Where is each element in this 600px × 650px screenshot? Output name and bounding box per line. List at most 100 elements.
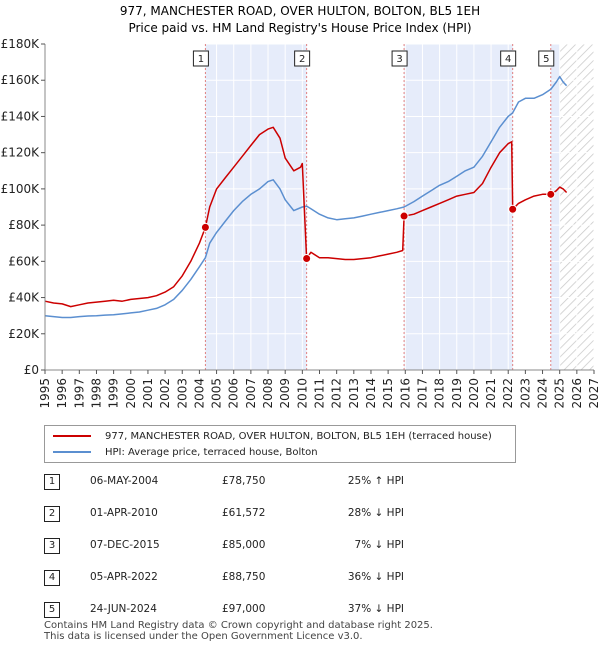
x-tick-label: 2013 [347, 378, 361, 409]
sale-badge: 1 [44, 474, 60, 490]
y-tick-label: £20K [8, 327, 40, 341]
sale-number-label: 1 [198, 54, 204, 65]
x-tick-label: 2010 [295, 378, 309, 409]
sale-date: 24-JUN-2024 [90, 603, 157, 615]
legend: 977, MANCHESTER ROAD, OVER HULTON, BOLTO… [44, 425, 516, 463]
legend-item-hpi: HPI: Average price, terraced house, Bolt… [53, 444, 318, 460]
x-tick-label: 2016 [398, 378, 412, 409]
y-tick-label: £140K [1, 109, 41, 123]
sale-price: £61,572 [222, 507, 266, 519]
x-tick-label: 2001 [141, 378, 155, 409]
ownership-shade [205, 44, 307, 370]
sale-number-badge [538, 50, 555, 67]
sale-hpi: 28% ↓ HPI [347, 507, 404, 519]
sale-row: 2 01-APR-2010 £61,572 28% ↓ HPI [44, 506, 464, 524]
x-tick-label: 2008 [261, 378, 275, 409]
sale-number-badge [294, 50, 311, 67]
x-tick-label: 1997 [72, 378, 86, 409]
sale-date: 05-APR-2022 [90, 571, 158, 583]
chart-subtitle: Price paid vs. HM Land Registry's House … [128, 21, 471, 35]
sale-date: 01-APR-2010 [90, 507, 158, 519]
sale-number-badge [192, 50, 209, 67]
x-tick-label: 2005 [210, 378, 224, 409]
sale-badge: 3 [44, 538, 60, 554]
sale-number-label: 2 [299, 54, 305, 65]
y-tick-label: £40K [8, 291, 40, 305]
sale-date: 06-MAY-2004 [90, 475, 159, 487]
legend-label-property: 977, MANCHESTER ROAD, OVER HULTON, BOLTO… [105, 430, 492, 442]
footer-line-1: Contains HM Land Registry data © Crown c… [44, 620, 433, 631]
y-tick-label: £60K [8, 254, 40, 268]
x-tick-label: 2019 [450, 378, 464, 409]
sale-hpi: 7% ↓ HPI [354, 539, 404, 551]
x-tick-label: 2022 [501, 378, 515, 409]
y-tick-label: £0 [24, 363, 39, 377]
sale-point [508, 204, 518, 214]
sale-badge: 2 [44, 506, 60, 522]
sale-row: 1 06-MAY-2004 £78,750 25% ↑ HPI [44, 474, 464, 492]
chart-title: 977, MANCHESTER ROAD, OVER HULTON, BOLTO… [120, 4, 480, 18]
legend-swatch-hpi [53, 451, 91, 453]
sale-hpi: 37% ↓ HPI [347, 603, 404, 615]
sale-hpi: 36% ↓ HPI [347, 571, 404, 583]
sale-number-label: 4 [505, 54, 511, 65]
x-tick-label: 2002 [158, 378, 172, 409]
x-tick-label: 2006 [227, 378, 241, 409]
ownership-shade [404, 44, 513, 370]
y-tick-label: £120K [1, 146, 41, 160]
x-tick-label: 2020 [467, 378, 481, 409]
x-tick-label: 2027 [587, 378, 600, 409]
sale-date: 07-DEC-2015 [90, 539, 160, 551]
x-tick-label: 2004 [192, 378, 206, 409]
x-tick-label: 2000 [124, 378, 138, 409]
sale-badge: 4 [44, 570, 60, 586]
sale-number-badge [391, 50, 408, 67]
price-chart: 977, MANCHESTER ROAD, OVER HULTON, BOLTO… [1, 4, 600, 409]
x-tick-label: 2024 [536, 378, 550, 409]
x-tick-label: 2012 [330, 378, 344, 409]
sale-row: 4 05-APR-2022 £88,750 36% ↓ HPI [44, 570, 464, 588]
footer-attribution: Contains HM Land Registry data © Crown c… [44, 620, 433, 642]
x-tick-label: 2014 [364, 378, 378, 409]
ownership-shade [550, 44, 560, 370]
x-tick-label: 2021 [484, 378, 498, 409]
legend-label-hpi: HPI: Average price, terraced house, Bolt… [105, 446, 318, 458]
sale-price: £78,750 [222, 475, 266, 487]
y-tick-label: £80K [8, 218, 40, 232]
sale-price: £85,000 [222, 539, 266, 551]
x-tick-label: 2017 [415, 378, 429, 409]
x-tick-label: 2015 [381, 378, 395, 409]
y-tick-label: £100K [1, 182, 41, 196]
sale-number-label: 5 [543, 54, 549, 65]
sale-point [399, 211, 409, 221]
sale-price: £97,000 [222, 603, 266, 615]
sale-row: 3 07-DEC-2015 £85,000 7% ↓ HPI [44, 538, 464, 556]
x-tick-label: 2023 [518, 378, 532, 409]
x-tick-label: 2009 [278, 378, 292, 409]
x-tick-label: 1996 [55, 378, 69, 409]
sale-row: 5 24-JUN-2024 £97,000 37% ↓ HPI [44, 602, 464, 620]
footer-line-2: This data is licensed under the Open Gov… [44, 631, 363, 642]
x-tick-label: 1998 [89, 378, 103, 409]
y-tick-label: £180K [1, 37, 41, 51]
x-tick-label: 2026 [570, 378, 584, 409]
x-tick-label: 2007 [244, 378, 258, 409]
x-tick-label: 2003 [175, 378, 189, 409]
x-tick-label: 2025 [553, 378, 567, 409]
x-tick-label: 2011 [313, 378, 327, 409]
hpi-line [44, 75, 568, 319]
y-tick-label: £160K [1, 73, 41, 87]
x-tick-label: 1999 [107, 378, 121, 409]
x-tick-label: 1995 [38, 378, 52, 409]
sale-point [302, 253, 312, 263]
sale-price: £88,750 [222, 571, 266, 583]
sale-number-badge [500, 50, 517, 67]
sale-badge: 5 [44, 602, 60, 618]
property-price-line [44, 126, 568, 308]
legend-swatch-property [53, 435, 91, 437]
sale-point [546, 189, 556, 199]
sale-point [200, 222, 210, 232]
x-tick-label: 2018 [433, 378, 447, 409]
legend-item-property: 977, MANCHESTER ROAD, OVER HULTON, BOLTO… [53, 428, 492, 444]
sale-number-label: 3 [396, 54, 402, 65]
